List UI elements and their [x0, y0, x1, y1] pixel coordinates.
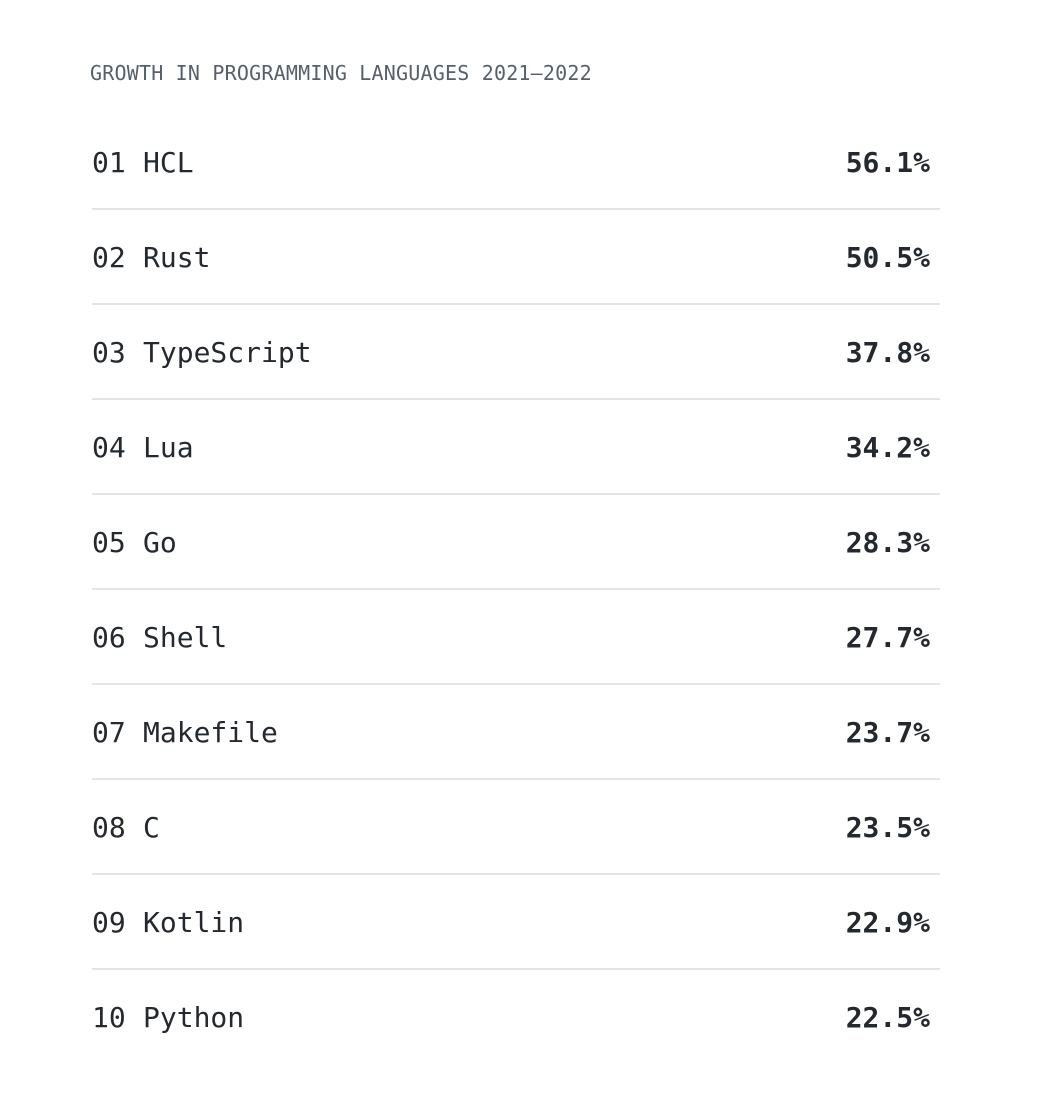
list-item: 01 HCL 56.1% — [92, 115, 940, 210]
page-title: GROWTH IN PROGRAMMING LANGUAGES 2021–202… — [90, 61, 592, 85]
growth-percentage: 37.8% — [845, 336, 930, 369]
list-item: 08 C 23.5% — [92, 780, 940, 875]
list-item: 02 Rust 50.5% — [92, 210, 940, 305]
rank-number: 05 — [92, 526, 126, 559]
list-item: 10 Python 22.5% — [92, 970, 940, 1065]
language-name: Go — [143, 526, 177, 559]
rank-number: 06 — [92, 621, 126, 654]
rank-number: 08 — [92, 811, 126, 844]
language-name: Rust — [143, 241, 211, 274]
list-item: 06 Shell 27.7% — [92, 590, 940, 685]
list-item: 07 Makefile 23.7% — [92, 685, 940, 780]
rank-number: 02 — [92, 241, 126, 274]
growth-percentage: 22.5% — [845, 1001, 930, 1034]
language-name: Python — [143, 1001, 245, 1034]
language-ranking-list: 01 HCL 56.1% 02 Rust 50.5% 03 TypeScript… — [92, 115, 940, 1065]
language-name: Lua — [143, 431, 194, 464]
growth-percentage: 22.9% — [845, 906, 930, 939]
language-name: TypeScript — [143, 336, 312, 369]
language-name: Shell — [143, 621, 228, 654]
growth-percentage: 27.7% — [845, 621, 930, 654]
growth-percentage: 28.3% — [845, 526, 930, 559]
language-name: Kotlin — [143, 906, 245, 939]
rank-number: 07 — [92, 716, 126, 749]
growth-percentage: 50.5% — [845, 241, 930, 274]
growth-percentage: 34.2% — [845, 431, 930, 464]
growth-percentage: 23.7% — [845, 716, 930, 749]
list-item: 05 Go 28.3% — [92, 495, 940, 590]
list-item: 09 Kotlin 22.9% — [92, 875, 940, 970]
rank-number: 10 — [92, 1001, 126, 1034]
rank-number: 01 — [92, 146, 126, 179]
rank-number: 03 — [92, 336, 126, 369]
language-name: HCL — [143, 146, 194, 179]
growth-percentage: 56.1% — [845, 146, 930, 179]
rank-number: 09 — [92, 906, 126, 939]
rank-number: 04 — [92, 431, 126, 464]
growth-percentage: 23.5% — [845, 811, 930, 844]
list-item: 03 TypeScript 37.8% — [92, 305, 940, 400]
language-name: C — [143, 811, 160, 844]
list-item: 04 Lua 34.2% — [92, 400, 940, 495]
language-name: Makefile — [143, 716, 278, 749]
